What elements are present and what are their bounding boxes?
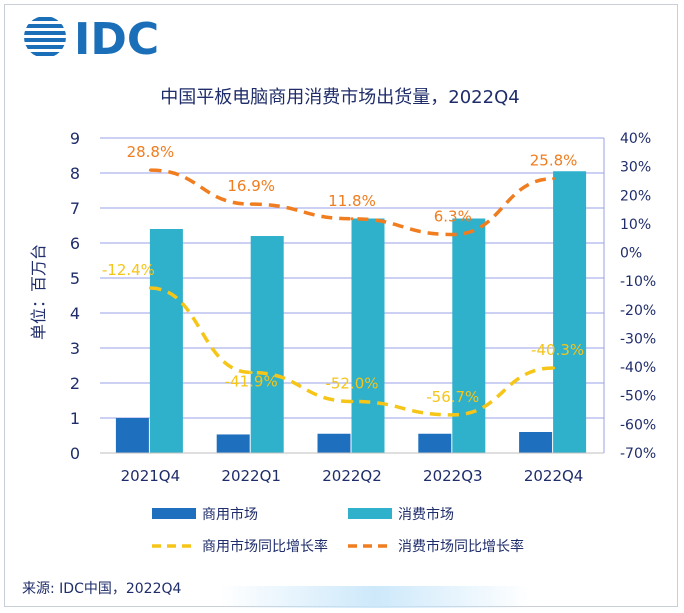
left-tick-label: 4 (70, 304, 80, 323)
left-tick-label: 6 (70, 234, 80, 253)
data-point (249, 202, 253, 206)
logo-text: IDC (74, 14, 159, 60)
bar (149, 229, 183, 453)
bar (250, 236, 284, 453)
data-label: 28.8% (127, 143, 175, 161)
footer-glow (220, 586, 530, 608)
data-point (148, 286, 152, 290)
right-tick-label: -70% (620, 446, 656, 462)
chart-title: 中国平板电脑商用消费市场出货量，2022Q4 (160, 87, 519, 108)
x-tick-label: 2022Q4 (524, 467, 584, 485)
right-tick-label: -50% (620, 389, 656, 405)
data-label: -40.3% (531, 341, 584, 359)
legend-swatch (348, 508, 392, 519)
x-tick-label: 2022Q3 (423, 467, 483, 485)
left-tick-label: 8 (70, 164, 80, 183)
right-tick-label: -20% (620, 303, 656, 319)
right-tick-label: -60% (620, 417, 656, 433)
data-point (552, 366, 556, 370)
legend-swatch (152, 508, 196, 519)
left-tick-label: 0 (70, 444, 80, 463)
left-tick-label: 9 (70, 129, 80, 148)
legend-label: 商用市场同比增长率 (202, 538, 328, 555)
x-tick-label: 2022Q2 (322, 467, 382, 485)
data-point (148, 168, 152, 172)
data-point (552, 177, 556, 181)
y-axis-label: 单位：百万台 (29, 244, 48, 340)
data-point (350, 399, 354, 403)
data-label: -41.9% (225, 373, 278, 391)
x-tick-label: 2021Q4 (121, 467, 181, 485)
bar (351, 218, 385, 453)
data-point (451, 233, 455, 237)
left-tick-label: 3 (70, 339, 80, 358)
data-label: 16.9% (227, 177, 275, 195)
right-tick-label: -10% (620, 274, 656, 290)
data-point (249, 371, 253, 375)
bar (452, 218, 486, 453)
idc-logo-icon: IDC (24, 14, 159, 65)
data-label: -52.0% (325, 374, 378, 392)
left-y-axis: 0 1 2 3 4 5 6 7 8 9 (70, 129, 80, 463)
data-point (350, 217, 354, 221)
legend-label: 商用市场 (202, 506, 258, 523)
bar (317, 433, 351, 453)
data-label: -12.4% (102, 261, 155, 279)
x-axis: 2021Q4 2022Q1 2022Q2 2022Q3 2022Q4 (100, 452, 604, 485)
right-tick-label: 30% (620, 160, 651, 176)
data-point (451, 413, 455, 417)
left-tick-label: 7 (70, 199, 80, 218)
data-label: 25.8% (530, 152, 578, 170)
bar (418, 433, 452, 453)
growth-lines: -12.4% -41.9% -52.0% -56.7% -40.3% 28.8% 16.9%… (102, 143, 584, 417)
data-label: -56.7% (426, 388, 479, 406)
bar (115, 418, 149, 453)
data-label: 6.3% (434, 208, 472, 226)
legend-label: 消费市场同比增长率 (398, 538, 524, 555)
bar (216, 434, 250, 453)
left-tick-label: 5 (70, 269, 80, 288)
right-tick-label: 0% (620, 246, 642, 262)
idc-logo: IDC (22, 14, 172, 65)
bar (553, 171, 587, 453)
source-note: 来源: IDC中国，2022Q4 (22, 581, 182, 597)
right-y-axis: -70% -60% -50% -40% -30% -20% -10% 0% 10% 20% 30% 4… (620, 131, 656, 462)
legend-label: 消费市场 (398, 506, 454, 523)
left-tick-label: 2 (70, 374, 80, 393)
left-tick-label: 1 (70, 409, 80, 428)
right-tick-label: -40% (620, 360, 656, 376)
bars (115, 171, 587, 453)
x-tick-label: 2022Q1 (221, 467, 281, 485)
data-label: 11.8% (328, 192, 376, 210)
right-tick-label: -30% (620, 331, 656, 347)
right-tick-label: 20% (620, 188, 651, 204)
right-tick-label: 10% (620, 217, 651, 233)
bar (519, 432, 553, 453)
right-tick-label: 40% (620, 131, 651, 147)
